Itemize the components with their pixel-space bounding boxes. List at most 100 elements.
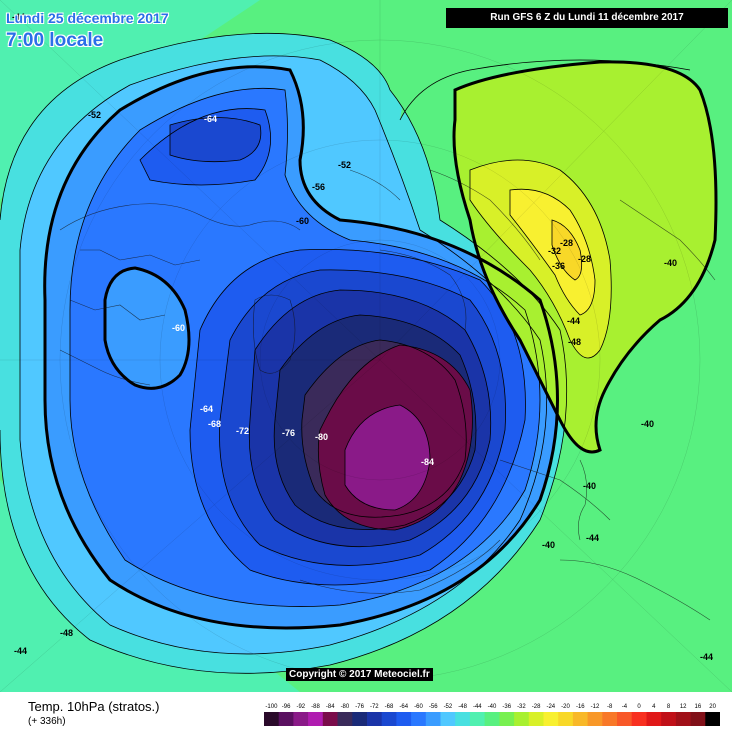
- contour-label: -64: [200, 404, 213, 414]
- legend-value-label: -8: [607, 704, 613, 710]
- contour-label: -52: [338, 160, 351, 170]
- legend-value-label: -24: [546, 704, 555, 710]
- legend-swatch: [690, 712, 706, 726]
- contour-label: -32: [548, 246, 561, 256]
- legend-swatch: [514, 712, 530, 726]
- contour-label: -44: [14, 646, 27, 656]
- contour-label: -72: [236, 426, 249, 436]
- contour-label: -40: [664, 258, 677, 268]
- legend-value-label: 16: [695, 704, 702, 710]
- legend-value-label: -76: [355, 704, 364, 710]
- legend-swatch: [264, 712, 280, 726]
- valid-date: Lundi 25 décembre 2017: [6, 10, 169, 26]
- contour-label: -40: [542, 540, 555, 550]
- legend-swatch: [396, 712, 412, 726]
- legend-swatch: [646, 712, 662, 726]
- legend-swatch: [278, 712, 294, 726]
- contour-label: -64: [204, 114, 217, 124]
- legend-swatch: [602, 712, 618, 726]
- contour-label: -40: [641, 419, 654, 429]
- contour-label: -36: [552, 261, 565, 271]
- legend-swatch: [440, 712, 456, 726]
- contour-label: -56: [312, 182, 325, 192]
- contour-label: -84: [421, 457, 434, 467]
- legend-swatch: [337, 712, 353, 726]
- contour-label: -28: [560, 238, 573, 248]
- field-zone-24: [510, 189, 595, 315]
- contour-label: -44: [12, 12, 25, 22]
- legend-value-label: -28: [532, 704, 541, 710]
- legend-swatch: [411, 712, 427, 726]
- contour-label: -60: [296, 216, 309, 226]
- legend-swatch: [308, 712, 324, 726]
- legend-value-label: -40: [488, 704, 497, 710]
- contour-label: -52: [88, 110, 101, 120]
- legend-swatch: [499, 712, 515, 726]
- temperature-map: -44 -52 -64 -52 -56 -60 -60 -64 -68 -72 …: [0, 0, 732, 692]
- legend-swatch: [293, 712, 309, 726]
- map-svg: -44 -52 -64 -52 -56 -60 -60 -64 -68 -72 …: [0, 0, 732, 692]
- legend-value-label: -88: [311, 704, 320, 710]
- contour-label: -44: [700, 652, 713, 662]
- legend-value-label: -72: [370, 704, 379, 710]
- legend-value-label: -4: [622, 704, 628, 710]
- legend-value-label: -52: [444, 704, 453, 710]
- legend-value-label: -84: [326, 704, 335, 710]
- legend-swatch: [528, 712, 544, 726]
- legend-value-label: -32: [517, 704, 526, 710]
- legend-swatch: [543, 712, 559, 726]
- legend-swatch: [469, 712, 486, 726]
- legend-swatch: [675, 712, 692, 726]
- field-zone-44-nw: [0, 0, 260, 200]
- run-info-banner: Run GFS 6 Z du Lundi 11 décembre 2017: [446, 8, 728, 28]
- legend-value-label: -60: [414, 704, 423, 710]
- legend-swatch: [661, 712, 677, 726]
- forecast-hour: (+ 336h): [28, 716, 66, 727]
- contour-label: -48: [568, 337, 581, 347]
- legend-value-label: 20: [709, 704, 716, 710]
- legend-value-label: 0: [637, 704, 641, 710]
- legend-swatch: [572, 712, 589, 726]
- contour-label: -40: [583, 481, 596, 491]
- contour-label: -48: [60, 628, 73, 638]
- contour-label: -68: [208, 419, 221, 429]
- field-zone-44-sw: [0, 480, 300, 692]
- legend-value-label: -92: [296, 704, 305, 710]
- contour-label: -76: [282, 428, 295, 438]
- copyright-notice: Copyright © 2017 Meteociel.fr: [286, 668, 433, 681]
- contour-thick-asia: [452, 60, 718, 454]
- legend-value-label: -20: [561, 704, 570, 710]
- legend-value-label: -16: [576, 704, 585, 710]
- field-zone-88: [345, 405, 430, 510]
- legend-swatch: [455, 712, 471, 726]
- contour-label: -80: [315, 432, 328, 442]
- contour-label: -44: [567, 316, 580, 326]
- contour-thin-group: [0, 32, 691, 674]
- legend-swatch: [587, 712, 603, 726]
- legend-value-label: 4: [652, 704, 656, 710]
- legend-value-label: 12: [680, 704, 687, 710]
- legend-value-label: -12: [591, 704, 600, 710]
- legend-value-label: 8: [667, 704, 671, 710]
- legend-value-label: -100: [265, 704, 278, 710]
- legend-swatch: [617, 712, 633, 726]
- legend-swatch: [558, 712, 574, 726]
- product-title: Temp. 10hPa (stratos.): [28, 699, 160, 714]
- legend-value-label: -44: [473, 704, 482, 710]
- contour-label: -28: [578, 254, 591, 264]
- legend-value-label: -80: [341, 704, 350, 710]
- legend-swatch: [425, 712, 441, 726]
- field-zone-68-pacific: [170, 117, 261, 162]
- legend-swatch: [705, 712, 720, 726]
- legend-value-label: -56: [429, 704, 438, 710]
- field-zone-20: [552, 220, 582, 280]
- legend-swatch: [367, 712, 383, 726]
- field-zone-56-america: [105, 268, 189, 389]
- legend-swatch: [322, 712, 338, 726]
- contour-labels: -44 -52 -64 -52 -56 -60 -60 -64 -68 -72 …: [12, 12, 713, 662]
- legend-swatch: [352, 712, 368, 726]
- contour-label: -44: [586, 533, 599, 543]
- legend-swatches: [264, 712, 720, 726]
- legend-value-label: -96: [282, 704, 291, 710]
- legend-value-label: -36: [502, 704, 511, 710]
